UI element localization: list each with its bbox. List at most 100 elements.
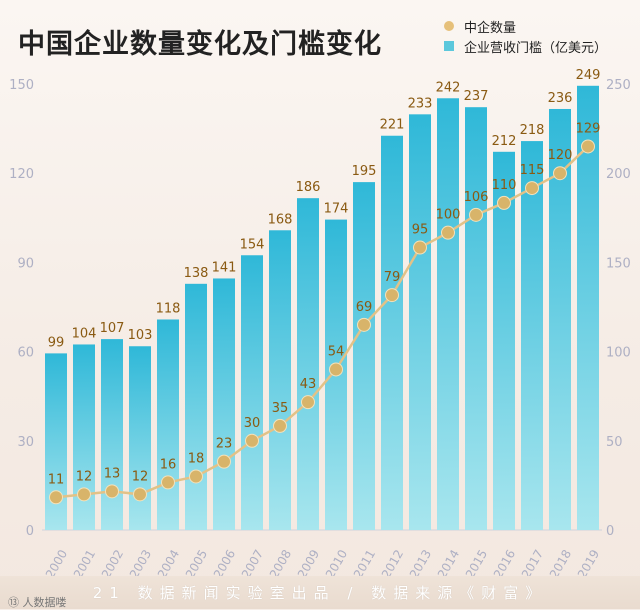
bar-2011 bbox=[353, 182, 375, 530]
count-value-label: 16 bbox=[160, 457, 177, 472]
count-value-label: 18 bbox=[188, 451, 205, 466]
bar-2003 bbox=[129, 346, 151, 530]
count-value-label: 54 bbox=[328, 344, 345, 359]
count-point bbox=[581, 139, 595, 154]
count-point bbox=[273, 418, 287, 433]
bar-value-label: 118 bbox=[156, 301, 181, 316]
bar-value-label: 212 bbox=[492, 134, 517, 149]
count-point bbox=[357, 317, 371, 332]
count-point bbox=[49, 490, 63, 505]
bar-value-label: 186 bbox=[296, 180, 321, 195]
count-value-label: 110 bbox=[492, 178, 517, 193]
bar-value-label: 138 bbox=[184, 266, 209, 281]
count-point bbox=[77, 487, 91, 502]
bar-value-label: 233 bbox=[408, 96, 433, 111]
count-point bbox=[329, 362, 343, 377]
count-value-label: 12 bbox=[132, 469, 149, 484]
count-value-label: 30 bbox=[244, 416, 261, 431]
bar-2006 bbox=[213, 278, 235, 530]
count-point bbox=[189, 469, 203, 484]
count-point bbox=[525, 181, 539, 196]
bar-2002 bbox=[101, 339, 123, 530]
right-axis-tick-label: 100 bbox=[606, 346, 631, 361]
count-point bbox=[413, 240, 427, 255]
bar-value-label: 218 bbox=[520, 123, 545, 138]
count-point bbox=[497, 195, 511, 210]
bar-value-label: 154 bbox=[240, 237, 265, 252]
right-axis-tick-label: 250 bbox=[606, 78, 631, 93]
bar-2000 bbox=[45, 353, 67, 530]
legend-dot-icon bbox=[444, 21, 454, 31]
bar-value-label: 104 bbox=[72, 326, 97, 341]
bar-2015 bbox=[465, 107, 487, 530]
bar-2008 bbox=[269, 230, 291, 530]
count-value-label: 100 bbox=[436, 208, 461, 223]
right-axis-tick-label: 200 bbox=[606, 167, 631, 182]
bar-value-label: 236 bbox=[548, 91, 573, 106]
footer-source: 21 数据新闻实验室出品 / 数据来源《财富》 bbox=[0, 576, 640, 609]
left-axis-tick-label: 150 bbox=[9, 78, 34, 93]
left-axis-tick-label: 30 bbox=[17, 435, 34, 450]
bar-value-label: 141 bbox=[212, 260, 237, 275]
bar-2012 bbox=[381, 135, 403, 530]
bar-2004 bbox=[157, 319, 179, 530]
count-point bbox=[217, 454, 231, 469]
bar-2014 bbox=[437, 98, 459, 530]
bar-value-label: 195 bbox=[352, 164, 377, 179]
legend-item-count: 中企数量 bbox=[444, 16, 607, 36]
bar-2009 bbox=[297, 198, 319, 530]
legend-label-count: 中企数量 bbox=[464, 20, 517, 36]
count-value-label: 129 bbox=[576, 121, 601, 136]
count-value-label: 23 bbox=[216, 437, 233, 452]
count-value-label: 69 bbox=[356, 300, 373, 315]
bar-2001 bbox=[73, 344, 95, 530]
bar-value-label: 174 bbox=[324, 202, 349, 217]
count-point bbox=[385, 288, 399, 303]
chart-legend: 中企数量 企业营收门槛（亿美元） bbox=[444, 16, 607, 56]
count-value-label: 115 bbox=[520, 163, 545, 178]
bar-2013 bbox=[409, 114, 431, 530]
count-value-label: 35 bbox=[272, 401, 289, 416]
left-axis-tick-label: 90 bbox=[17, 256, 34, 271]
count-point bbox=[553, 166, 567, 181]
count-value-label: 13 bbox=[104, 466, 121, 481]
count-value-label: 95 bbox=[412, 223, 429, 238]
legend-square-icon bbox=[444, 41, 454, 51]
bar-2019 bbox=[577, 85, 599, 530]
count-point bbox=[301, 395, 315, 410]
bar-value-label: 107 bbox=[100, 321, 125, 336]
bar-value-label: 103 bbox=[128, 328, 153, 343]
count-point bbox=[245, 433, 259, 448]
bar-value-label: 249 bbox=[576, 68, 601, 83]
bar-value-label: 237 bbox=[464, 89, 489, 104]
bar-value-label: 242 bbox=[436, 80, 461, 95]
count-value-label: 12 bbox=[76, 469, 93, 484]
count-value-label: 43 bbox=[300, 377, 317, 392]
count-point bbox=[441, 225, 455, 240]
count-value-label: 11 bbox=[48, 472, 65, 487]
count-point bbox=[133, 487, 147, 502]
bar-2016 bbox=[493, 151, 515, 531]
bar-2007 bbox=[241, 255, 263, 530]
count-value-label: 120 bbox=[548, 148, 573, 163]
bar-2018 bbox=[549, 108, 571, 530]
left-axis-tick-label: 60 bbox=[17, 346, 34, 361]
count-point bbox=[469, 207, 483, 222]
count-point bbox=[105, 484, 119, 499]
bar-value-label: 99 bbox=[48, 335, 65, 350]
bar-value-label: 221 bbox=[380, 118, 405, 133]
left-axis-tick-label: 0 bbox=[26, 524, 34, 539]
count-point bbox=[161, 475, 175, 490]
legend-item-threshold: 企业营收门槛（亿美元） bbox=[444, 36, 607, 56]
bar-value-label: 168 bbox=[268, 212, 293, 227]
count-value-label: 79 bbox=[384, 270, 401, 285]
right-axis-tick-label: 0 bbox=[606, 524, 614, 539]
right-axis-tick-label: 50 bbox=[606, 435, 623, 450]
bar-2017 bbox=[521, 141, 543, 530]
right-axis-tick-label: 150 bbox=[606, 256, 631, 271]
legend-label-threshold: 企业营收门槛（亿美元） bbox=[464, 40, 608, 56]
chart-title: 中国企业数量变化及门槛变化 bbox=[18, 29, 382, 60]
bar-2005 bbox=[185, 283, 207, 530]
left-axis-tick-label: 120 bbox=[9, 167, 34, 182]
